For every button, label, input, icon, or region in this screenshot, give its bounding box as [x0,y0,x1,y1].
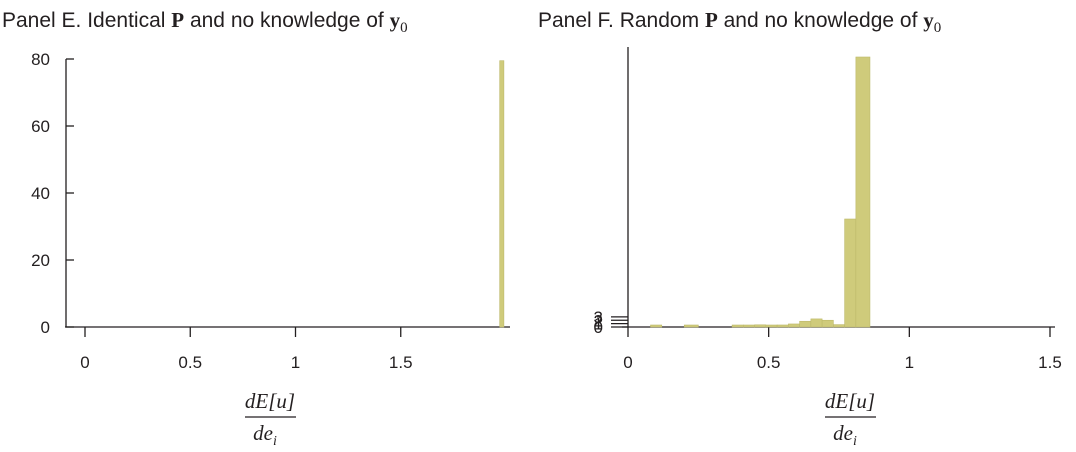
panel-e-xlabel: dE[u] dei [245,389,296,449]
panel-e-xtick-label: 1.5 [389,353,413,372]
panel-f-ytick-label: 3 [594,308,603,327]
panel-f-xtick-label: 1.5 [1038,353,1062,372]
panel-e-xlabel-denominator: dei [253,421,277,449]
panel-e-xtick-label: 0.5 [178,353,202,372]
panel-e-xtick-label: 0 [80,353,89,372]
panel-e-histogram-bar [499,60,505,328]
panel-f-histogram-bar [731,324,744,328]
panel-e-plot: 0 20 40 60 80 0 0.5 1 1.5 [31,50,510,372]
panel-f-histogram-bar [743,324,755,328]
panel-f-histogram-bar [754,324,767,328]
panel-e-ytick-label: 40 [31,184,50,203]
panel-f-histogram-bar [810,318,823,328]
panel-f-xtick-label: 0.5 [757,353,781,372]
panel-e-xlabel-numerator: dE[u] [245,389,295,413]
panel-f-histogram-bar [855,56,871,328]
panel-f-histogram-bar [799,320,812,328]
panel-f-xlabel: dE[u] dei [825,389,876,449]
panel-f-title: Panel F. Random P and no knowledge of y0 [538,8,942,37]
panel-f-xlabel-denominator: dei [833,421,857,449]
panel-f-xtick-label: 0 [623,353,632,372]
panel-e-title: Panel E. Identical P and no knowledge of… [2,8,408,37]
panel-e-xtick-label: 1 [291,353,300,372]
panel-f-histogram-bar [765,324,778,328]
panel-f-histogram-bar [833,324,845,328]
panel-f-histogram-bar [844,218,857,328]
panel-f-histogram-bar [650,324,663,328]
panel-f-histogram-bar [683,324,699,328]
panel-f-histogram-bar [821,319,834,328]
panel-f-xlabel-numerator: dE[u] [825,389,875,413]
panel-e-ytick-label: 60 [31,117,50,136]
panel-f-histogram-bar [776,324,789,328]
panel-f-ytick-label: 2 [594,311,603,330]
panel-f-xtick-label: 1 [905,353,914,372]
panel-e-ytick-label: 20 [31,251,50,270]
panel-f-histogram-bar [788,323,800,328]
panel-e-ytick-label: 0 [41,318,50,337]
panel-e-ytick-label: 80 [31,50,50,69]
panel-f-ytick-label: 1 [594,315,603,334]
panel-f-ytick-label: 0 [594,318,603,337]
